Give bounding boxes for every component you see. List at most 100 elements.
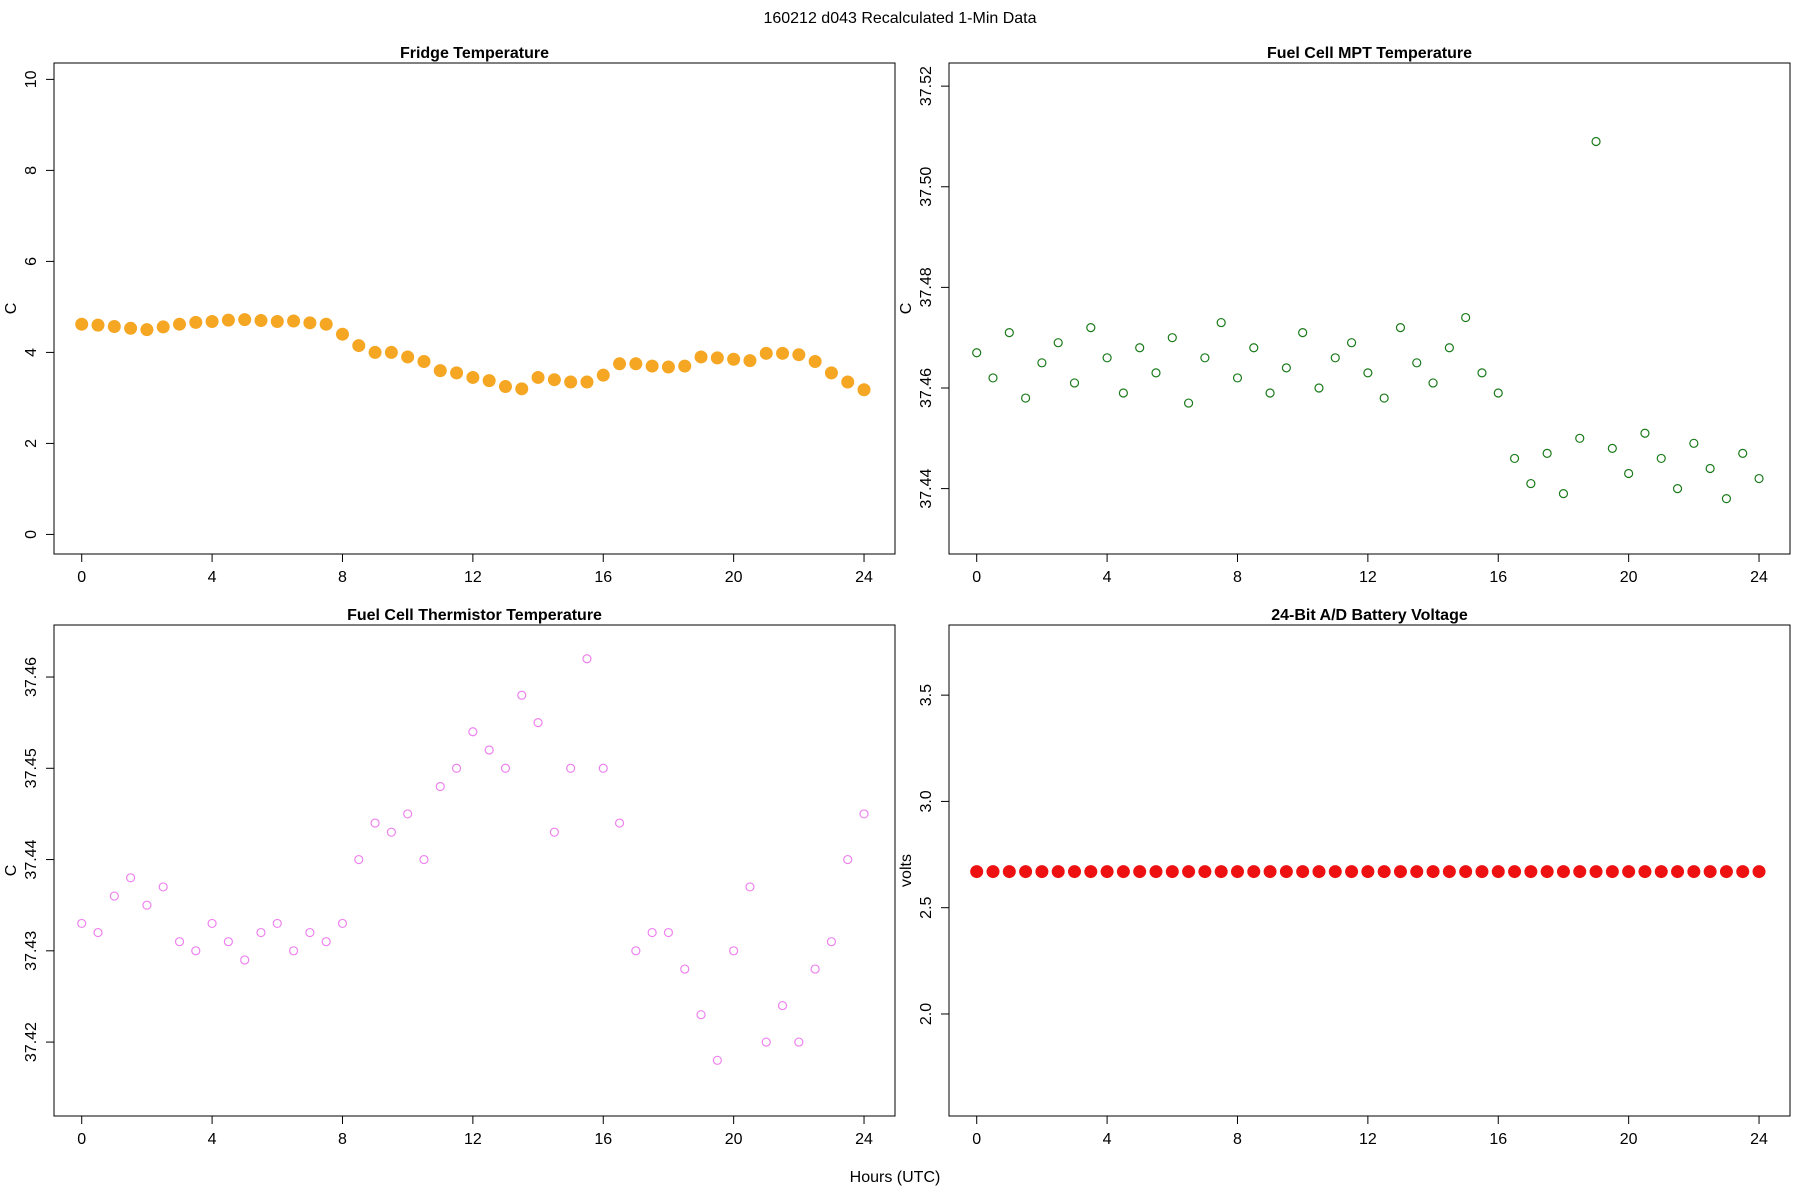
data-point bbox=[126, 873, 136, 883]
data-point bbox=[1312, 865, 1326, 879]
data-point bbox=[678, 359, 692, 373]
data-point bbox=[1607, 443, 1617, 453]
x-tick-label: 4 bbox=[208, 1131, 217, 1148]
data-point bbox=[1591, 136, 1601, 147]
data-point bbox=[1671, 865, 1685, 879]
data-point bbox=[1542, 448, 1552, 458]
data-point bbox=[174, 937, 185, 947]
y-tick-label: 37.42 bbox=[23, 1022, 40, 1062]
y-tick-label: 3.0 bbox=[918, 790, 935, 812]
x-tick-label: 12 bbox=[1359, 569, 1377, 586]
x-tick-label: 24 bbox=[1750, 569, 1768, 586]
data-point bbox=[305, 927, 315, 938]
data-point bbox=[1640, 428, 1650, 438]
x-tick-label: 4 bbox=[1103, 569, 1112, 586]
x-tick-label: 24 bbox=[1750, 1131, 1768, 1148]
data-point bbox=[450, 366, 464, 380]
data-point bbox=[498, 380, 512, 394]
data-point bbox=[712, 1055, 722, 1065]
data-point bbox=[1165, 865, 1179, 879]
data-point bbox=[238, 313, 252, 327]
data-point bbox=[1182, 865, 1196, 879]
data-point bbox=[466, 370, 480, 384]
data-point bbox=[1524, 865, 1538, 879]
data-point bbox=[370, 818, 380, 828]
data-point bbox=[1149, 865, 1163, 879]
data-point bbox=[142, 900, 152, 910]
data-point bbox=[808, 355, 822, 369]
data-point bbox=[710, 351, 724, 365]
data-point bbox=[1200, 353, 1210, 363]
y-tick-label: 2.0 bbox=[918, 1003, 935, 1025]
y-tick-label: 37.46 bbox=[23, 657, 40, 697]
data-point bbox=[468, 727, 478, 737]
data-point bbox=[401, 350, 415, 364]
x-tick-label: 0 bbox=[972, 569, 981, 586]
data-point bbox=[75, 317, 89, 331]
data-point bbox=[794, 1037, 804, 1047]
data-point bbox=[1002, 865, 1016, 879]
data-point bbox=[1004, 328, 1014, 338]
data-point bbox=[1752, 865, 1766, 879]
x-tick-label: 16 bbox=[1489, 1131, 1507, 1148]
data-point bbox=[484, 745, 494, 755]
data-point bbox=[1477, 368, 1487, 378]
data-point bbox=[1133, 865, 1147, 879]
x-tick-label: 12 bbox=[464, 569, 482, 586]
data-point bbox=[663, 927, 674, 938]
x-tick-label: 8 bbox=[1233, 1131, 1242, 1148]
data-point bbox=[986, 865, 1000, 879]
data-point bbox=[1279, 865, 1293, 879]
data-point bbox=[156, 320, 170, 334]
data-point bbox=[124, 321, 138, 335]
data-point bbox=[1314, 383, 1324, 393]
data-point bbox=[352, 339, 366, 353]
data-point bbox=[1118, 388, 1128, 398]
x-tick-label: 24 bbox=[855, 569, 873, 586]
data-point bbox=[1379, 393, 1389, 403]
data-point bbox=[1736, 865, 1750, 879]
data-point bbox=[321, 937, 331, 947]
data-point bbox=[1345, 865, 1359, 879]
data-point bbox=[77, 918, 87, 929]
data-point bbox=[1410, 865, 1424, 879]
data-point bbox=[1151, 368, 1161, 378]
x-tick-label: 4 bbox=[1103, 1131, 1112, 1148]
data-point bbox=[792, 348, 806, 362]
x-tick-label: 20 bbox=[725, 569, 743, 586]
data-point bbox=[1672, 484, 1683, 494]
data-point bbox=[1100, 865, 1114, 879]
data-point bbox=[1395, 323, 1406, 333]
data-point bbox=[93, 927, 103, 938]
data-point bbox=[270, 314, 284, 328]
data-point bbox=[824, 366, 838, 380]
data-point bbox=[1084, 865, 1098, 879]
data-point bbox=[482, 374, 496, 388]
data-point bbox=[1738, 448, 1748, 458]
x-axis-label: Hours (UTC) bbox=[850, 1169, 941, 1186]
data-point bbox=[1053, 338, 1063, 348]
data-point bbox=[1493, 388, 1503, 398]
x-tick-label: 8 bbox=[1233, 569, 1242, 586]
data-point bbox=[1444, 343, 1454, 353]
y-axis-label: C bbox=[3, 865, 20, 877]
data-point bbox=[1116, 865, 1130, 879]
y-axis-label: volts bbox=[898, 854, 915, 887]
y-tick-label: 37.50 bbox=[918, 167, 935, 207]
data-point bbox=[1263, 865, 1277, 879]
y-tick-label: 6 bbox=[23, 257, 40, 266]
data-point bbox=[1230, 865, 1244, 879]
data-point bbox=[1330, 353, 1340, 363]
data-point bbox=[223, 937, 233, 947]
data-point bbox=[1035, 865, 1049, 879]
data-point bbox=[1102, 353, 1112, 363]
data-point bbox=[1167, 333, 1177, 343]
data-point bbox=[1689, 438, 1699, 448]
data-point bbox=[515, 382, 529, 396]
data-point bbox=[1412, 358, 1422, 368]
data-point bbox=[1754, 473, 1764, 484]
y-tick-label: 37.46 bbox=[918, 368, 935, 408]
data-point bbox=[1654, 865, 1668, 879]
data-point bbox=[1393, 865, 1407, 879]
